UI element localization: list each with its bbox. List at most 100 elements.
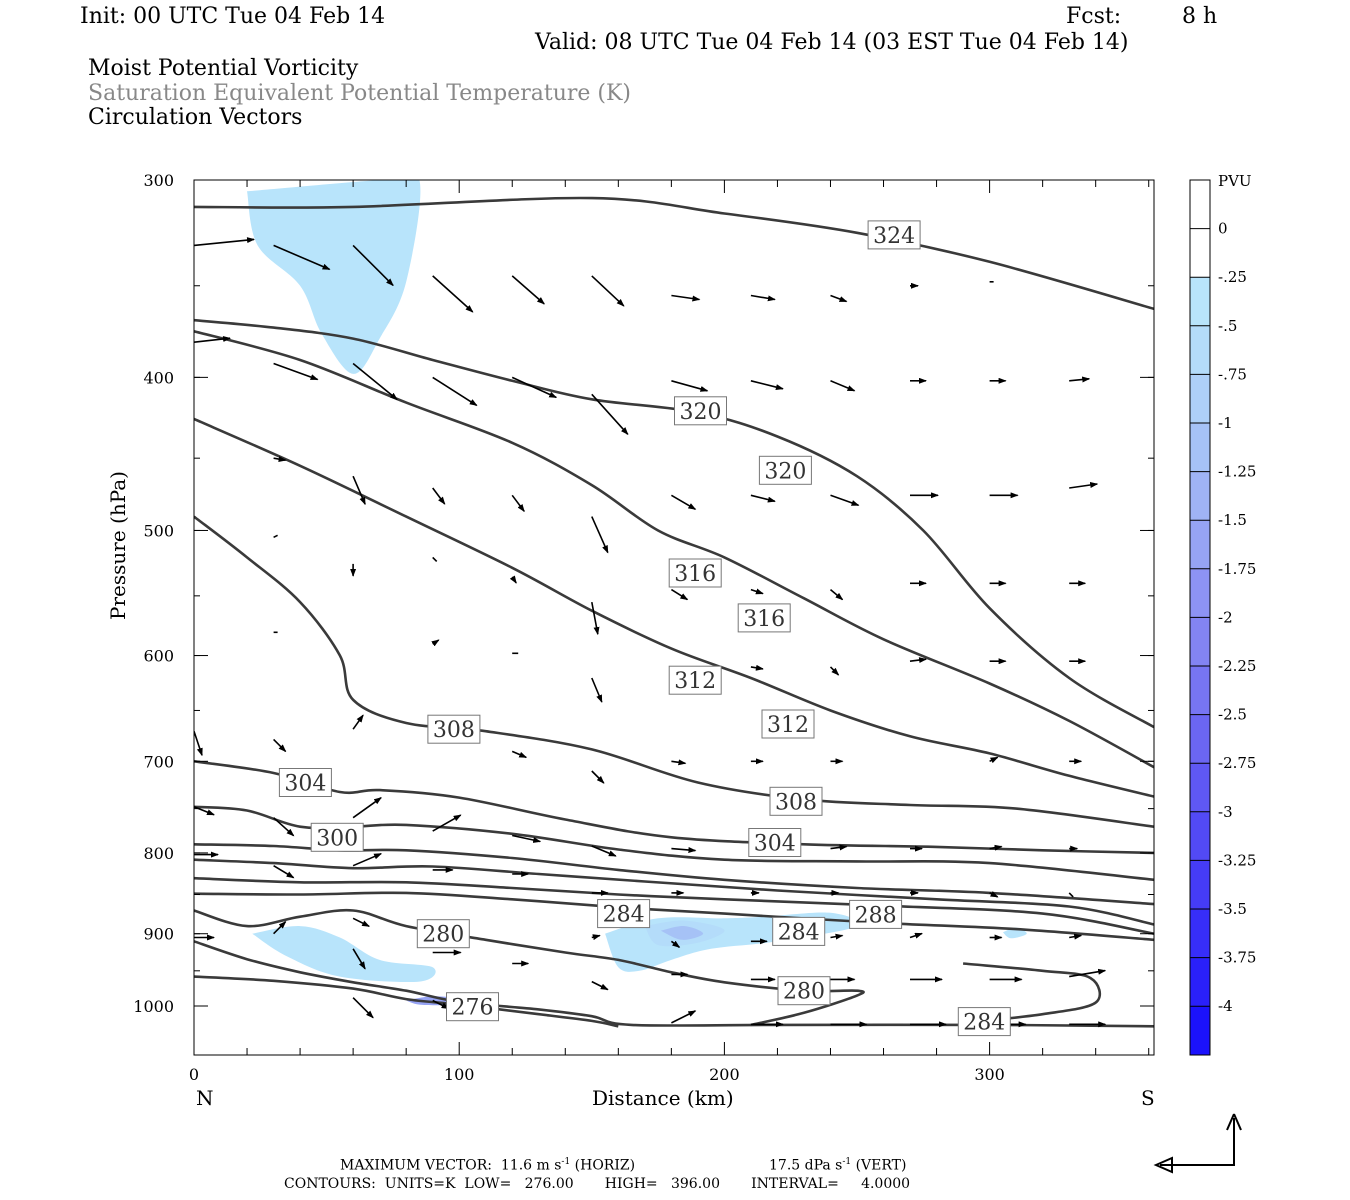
colorbar-cell-0: [1190, 180, 1210, 229]
vector-arrow-88: [989, 891, 999, 898]
contour-label-18: 284: [963, 1011, 1005, 1036]
field-title-vectors: Circulation Vectors: [88, 105, 303, 130]
reference-vector-icon: [1153, 1113, 1242, 1174]
vector-arrow-36: [432, 556, 438, 562]
contour-label-box-7: [427, 714, 481, 744]
contour-280: [194, 975, 619, 1028]
vector-arrow-5: [591, 275, 625, 307]
contour-label-4: 316: [743, 607, 785, 632]
vector-arrow-14: [432, 376, 478, 407]
vector-arrow-19: [830, 380, 856, 392]
contour-label-box-12: [849, 899, 903, 929]
vector-arrow-26: [511, 494, 525, 513]
vector-arrow-24: [352, 475, 366, 506]
vector-arrow-33: [1069, 482, 1099, 489]
colorbar-cell-13: [1190, 811, 1210, 861]
colorbar-cell-8: [1190, 568, 1210, 618]
colorbar-label-15: -3.75: [1218, 949, 1256, 967]
contour-label-8: 308: [775, 790, 817, 815]
ytick-label-7: 1000: [133, 997, 174, 1016]
xtick-label-3: 300: [974, 1065, 1005, 1084]
contour-label-3: 316: [674, 562, 716, 587]
contour-label-9: 304: [284, 772, 326, 797]
vector-arrow-104: [909, 932, 923, 939]
colorbar-cell-5: [1190, 423, 1210, 472]
vector-arrow-30: [830, 494, 860, 507]
contour-label-box-1: [674, 396, 727, 426]
vector-arrow-13: [352, 362, 398, 401]
contour-label-7: 308: [433, 718, 475, 743]
vector-arrow-56: [194, 730, 203, 757]
colorbar-cell-1: [1190, 228, 1210, 278]
colorbar-cell-4: [1190, 374, 1210, 423]
south-label: S: [1141, 1086, 1155, 1110]
contour-label-14: 284: [778, 920, 820, 945]
field-title-thetaes: Saturation Equivalent Potential Temperat…: [88, 81, 631, 106]
colorbar-cell-16: [1190, 957, 1210, 1007]
vector-arrow-72: [671, 847, 697, 854]
contour-312: [194, 515, 1154, 828]
contour-label-15: 280: [422, 923, 464, 948]
colorbar-cell-11: [1190, 714, 1210, 764]
pv-region-4: [660, 926, 704, 940]
colorbar-unit: PVU: [1218, 172, 1252, 190]
vector-arrow-1: [273, 244, 331, 271]
contour-label-box-16: [777, 976, 831, 1006]
vector-arrow-38: [591, 601, 600, 636]
vector-arrow-59: [511, 750, 528, 759]
colorbar-cell-9: [1190, 617, 1210, 666]
vector-arrow-108: [1069, 933, 1083, 940]
contour-label-2: 320: [764, 459, 806, 484]
ytick-label-5: 800: [143, 844, 174, 863]
vector-arrow-27: [591, 516, 609, 554]
contour-label-box-8: [769, 786, 823, 816]
vector-arrow-15: [511, 376, 558, 399]
colorbar-label-10: -2.5: [1218, 706, 1247, 724]
contour-296: [194, 858, 1154, 926]
xtick-label-2: 200: [709, 1065, 740, 1084]
contour-label-box-2: [758, 455, 812, 485]
vector-arrow-74: [830, 844, 848, 851]
vector-arrow-28: [670, 494, 697, 510]
colorbar-label-3: -.75: [1218, 365, 1247, 383]
vector-arrow-11: [194, 335, 231, 343]
vector-arrow-23: [273, 456, 287, 463]
vector-arrow-76: [989, 844, 1003, 851]
colorbar: PVU 0 -.25 -.5 -.75 -1 -1.25 -1.5 -1.75 -2 -2.25 -2…: [1189, 172, 1256, 1056]
vector-arrow-80: [352, 852, 383, 867]
vector-arrow-79: [273, 865, 295, 879]
vector-arrow-64: [989, 756, 999, 764]
contour-label-11: 300: [316, 826, 358, 851]
ytick-label-3: 600: [143, 647, 174, 666]
vector-arrow-40: [750, 588, 764, 595]
ytick-label-2: 500: [143, 521, 174, 540]
colorbar-cell-15: [1190, 909, 1210, 958]
vector-arrow-67: [273, 817, 295, 837]
vector-arrow-69: [432, 814, 462, 832]
contour-288b: [962, 962, 1102, 1025]
vector-arrow-93: [352, 948, 366, 970]
vector-arrow-57: [273, 738, 287, 753]
colorbar-label-12: -3: [1218, 803, 1233, 821]
colorbar-label-16: -4: [1218, 997, 1233, 1015]
field-title-mpv: Moist Potential Vorticity: [88, 56, 359, 81]
vector-arrow-3: [432, 275, 474, 313]
valid-time: Valid: 08 UTC Tue 04 Feb 14 (03 EST Tue …: [535, 30, 1129, 55]
pv-region-0: [247, 180, 421, 374]
contour-label-box-6: [761, 709, 815, 739]
contour-label-box-9: [278, 768, 332, 797]
contour-label-box-0: [867, 220, 921, 250]
contour-label-6: 312: [767, 713, 809, 738]
vector-arrow-25: [432, 487, 446, 505]
init-time: Init: 00 UTC Tue 04 Feb 14: [80, 4, 386, 29]
vector-arrow-70: [512, 834, 542, 843]
colorbar-label-4: -1: [1218, 414, 1233, 432]
contour-label-17: 276: [452, 996, 494, 1021]
vector-arrow-102: [830, 933, 844, 940]
xtick-label-1: 100: [444, 1065, 475, 1084]
colorbar-cell-7: [1190, 520, 1210, 569]
colorbar-cell-17: [1190, 1006, 1210, 1055]
vector-arrow-49: [591, 677, 603, 703]
vector-arrow-7: [750, 294, 776, 302]
